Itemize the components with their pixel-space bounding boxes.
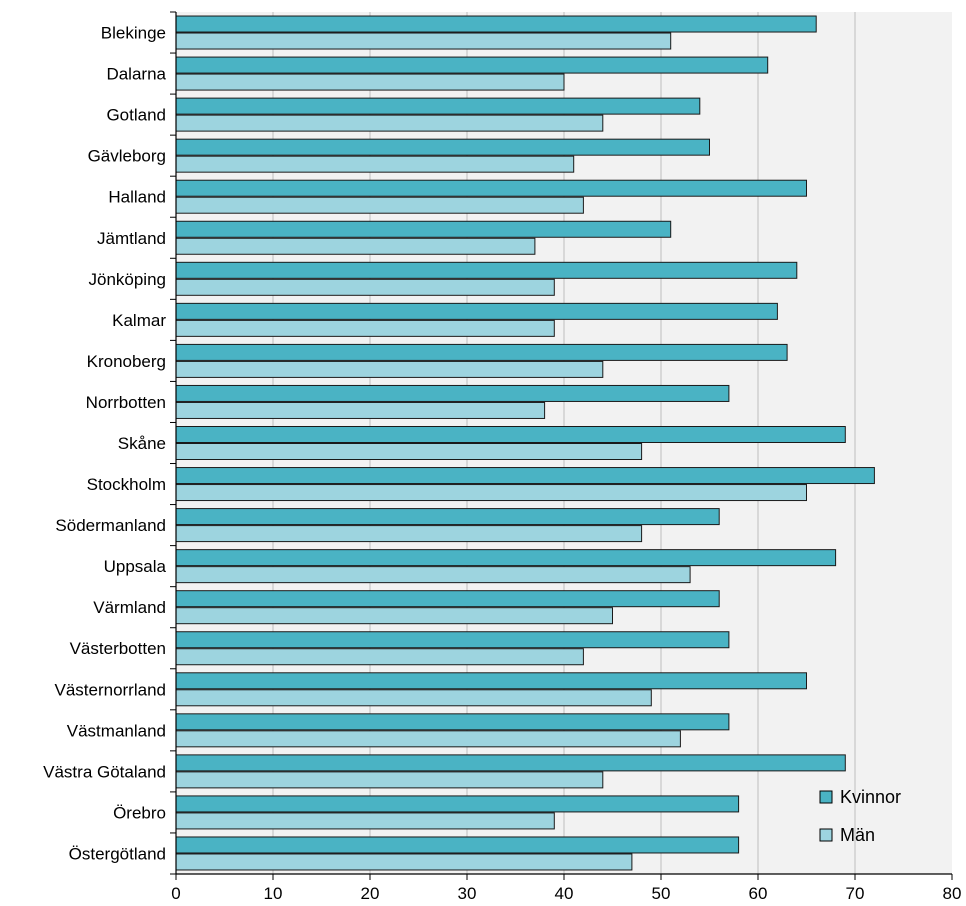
bar-man [175, 730, 681, 748]
bar-man [175, 443, 643, 460]
bar-man [175, 525, 643, 543]
bar-kvinnor [175, 508, 720, 526]
y-category-label: Västra Götaland [43, 762, 166, 781]
y-category-label: Halland [108, 188, 166, 207]
bar-man [175, 237, 536, 255]
bar-man [175, 32, 672, 50]
bar-kvinnor [175, 672, 807, 690]
y-category-label: Gotland [106, 106, 166, 125]
bar-kvinnor [175, 549, 837, 567]
bar-man [175, 607, 613, 625]
x-tick-label: 80 [943, 884, 962, 903]
legend-swatch-man [819, 828, 833, 842]
y-category-label: Norrbotten [86, 393, 166, 412]
bar-man [175, 319, 555, 337]
x-tick-label: 40 [555, 884, 574, 903]
bar-man [175, 360, 604, 378]
bar-kvinnor [175, 97, 701, 115]
bar-kvinnor [175, 426, 846, 443]
bar-man [175, 689, 652, 707]
x-tick-label: 10 [264, 884, 283, 903]
bar-kvinnor [175, 302, 778, 320]
y-category-label: Blekinge [101, 24, 166, 43]
x-tick-label: 70 [846, 884, 865, 903]
bar-man [175, 771, 604, 789]
bar-man [175, 401, 546, 419]
y-category-label: Uppsala [104, 557, 167, 576]
y-category-label: Kalmar [112, 311, 166, 330]
legend-label-man: Män [840, 825, 875, 845]
bar-kvinnor [175, 384, 730, 402]
y-category-label: Västmanland [67, 721, 166, 740]
bar-kvinnor [175, 590, 720, 608]
y-category-label: Kronoberg [87, 352, 166, 371]
y-category-label: Dalarna [106, 65, 166, 84]
legend: Kvinnor Män [819, 787, 901, 845]
bar-kvinnor [175, 754, 846, 772]
y-category-label: Stockholm [87, 475, 166, 494]
bar-man [175, 278, 555, 296]
bar-kvinnor [175, 343, 788, 361]
legend-label-kvinnor: Kvinnor [840, 787, 901, 807]
legend-swatch-kvinnor [819, 790, 833, 804]
x-tick-label: 60 [749, 884, 768, 903]
y-category-label: Värmland [93, 598, 166, 617]
bar-man [175, 73, 565, 91]
x-tick-label: 20 [361, 884, 380, 903]
bar-kvinnor [175, 179, 807, 197]
bar-man [175, 484, 807, 502]
y-category-label: Gävleborg [88, 147, 166, 166]
y-category-label: Västernorrland [54, 680, 166, 699]
bar-kvinnor [175, 138, 710, 156]
x-tick-label: 0 [171, 884, 180, 903]
bar-kvinnor [175, 56, 769, 74]
bar-kvinnor [175, 467, 875, 485]
y-category-label: Skåne [118, 434, 166, 453]
bar-man [175, 812, 555, 830]
y-category-label: Östergötland [69, 844, 166, 863]
bar-man [175, 648, 584, 666]
y-category-label: Örebro [113, 803, 166, 822]
bar-kvinnor [175, 795, 740, 813]
x-tick-labels: 0 10 20 30 40 50 60 70 80 [171, 874, 961, 903]
bar-man [175, 566, 691, 584]
bar-kvinnor [175, 261, 798, 279]
y-category-label: Jönköping [88, 270, 166, 289]
bar-man [175, 155, 575, 173]
x-tick-label: 30 [458, 884, 477, 903]
y-category-label: Västerbotten [70, 639, 166, 658]
bar-man [175, 196, 584, 214]
bar-kvinnor [175, 631, 730, 649]
bar-man [175, 114, 604, 132]
bar-kvinnor [175, 836, 740, 854]
y-category-label: Jämtland [97, 229, 166, 248]
bar-man [175, 853, 633, 871]
bar-kvinnor [175, 713, 730, 731]
x-tick-label: 50 [652, 884, 671, 903]
y-category-label: Södermanland [55, 516, 166, 535]
bar-kvinnor [175, 220, 672, 238]
bar-kvinnor [175, 15, 817, 33]
bars [175, 15, 875, 871]
y-category-labels: Blekinge Dalarna Gotland Gävleborg Halland Jä… [43, 11, 176, 875]
